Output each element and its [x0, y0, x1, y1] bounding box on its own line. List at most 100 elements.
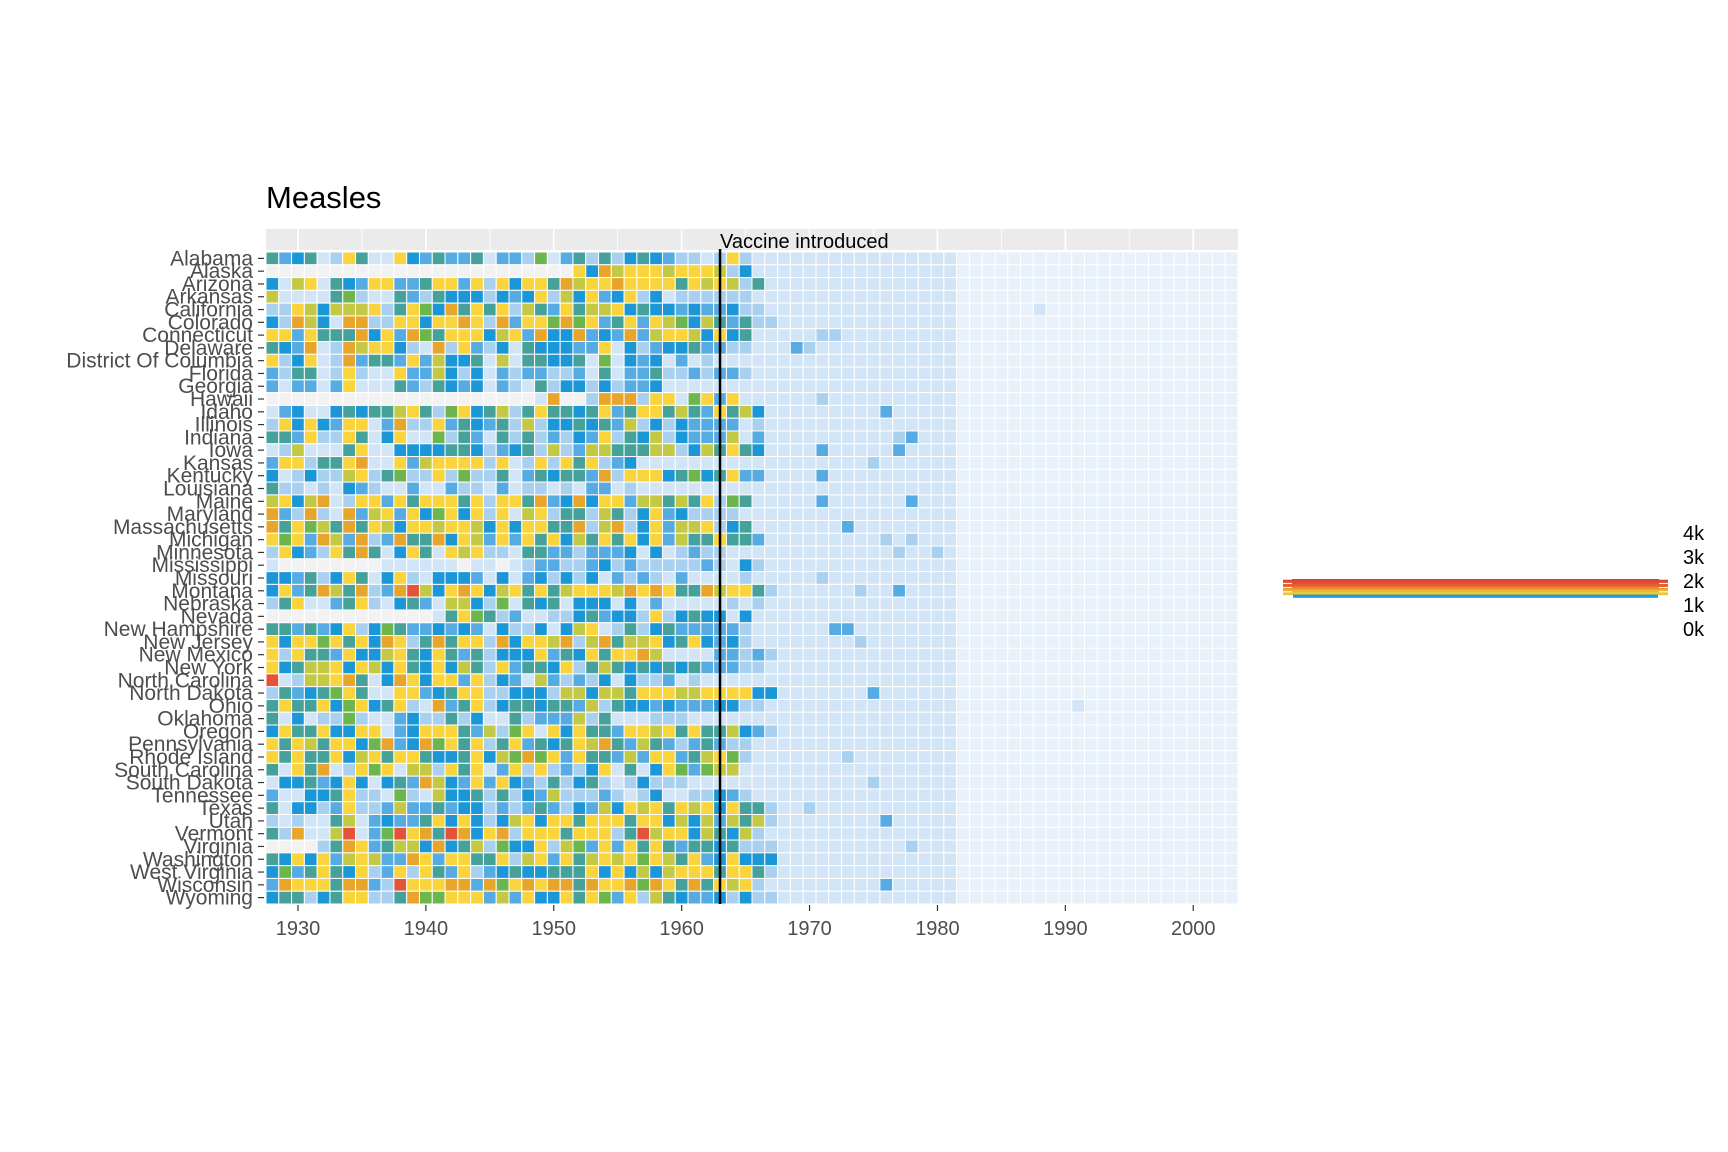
- heatmap-cell: [751, 277, 766, 291]
- heatmap-cell: [1058, 430, 1073, 445]
- heatmap-cell: [521, 788, 536, 803]
- heatmap-cell: [508, 775, 523, 790]
- heatmap-cell: [546, 456, 561, 470]
- heatmap-cell: [598, 315, 612, 330]
- heatmap-cell: [278, 622, 293, 637]
- heatmap-cell: [751, 494, 766, 509]
- heatmap-cell: [495, 583, 510, 598]
- heatmap-cell: [1045, 635, 1060, 649]
- heatmap-cell: [329, 622, 344, 637]
- heatmap-cell: [610, 750, 625, 764]
- heatmap-cell: [687, 302, 702, 317]
- heatmap-cell: [1084, 315, 1098, 330]
- heatmap-cell: [355, 558, 369, 573]
- heatmap-cell: [431, 814, 446, 828]
- heatmap-cell: [789, 494, 804, 509]
- heatmap-cell: [815, 289, 830, 304]
- x-tick-label: 1970: [787, 918, 832, 940]
- heatmap-cell: [1096, 456, 1111, 470]
- heatmap-cell: [278, 686, 293, 700]
- heatmap-cell: [1160, 481, 1175, 496]
- heatmap-cell: [559, 251, 574, 266]
- heatmap-cell: [495, 647, 510, 662]
- heatmap-cell: [610, 814, 625, 828]
- heatmap-cell: [1096, 890, 1111, 905]
- heatmap-cell: [879, 711, 894, 726]
- heatmap-cell: [610, 724, 625, 739]
- heatmap-cell: [303, 852, 318, 867]
- heatmap-cell: [1160, 750, 1175, 764]
- heatmap-cell: [1096, 596, 1111, 611]
- heatmap-cell: [598, 711, 612, 726]
- heatmap-cell: [1135, 788, 1149, 803]
- y-tick-label: Rhode Island: [129, 746, 253, 769]
- heatmap-cell: [355, 583, 369, 598]
- heatmap-cell: [418, 839, 433, 854]
- heatmap-cell: [1096, 750, 1111, 764]
- heatmap-cell: [956, 814, 970, 828]
- heatmap-cell: [751, 340, 766, 355]
- heatmap-cell: [725, 877, 740, 892]
- heatmap-cell: [303, 519, 318, 534]
- heatmap-cell: [1045, 340, 1060, 355]
- heatmap-cell: [1122, 635, 1137, 649]
- heatmap-cell: [1224, 417, 1239, 432]
- heatmap-cell: [1109, 750, 1124, 764]
- heatmap-cell: [482, 673, 497, 688]
- heatmap-cell: [610, 417, 625, 432]
- heatmap-cell: [764, 724, 779, 739]
- heatmap-cell: [278, 468, 293, 483]
- heatmap-cell: [751, 877, 766, 892]
- heatmap-cell: [1211, 289, 1226, 304]
- heatmap-cell: [1109, 826, 1124, 841]
- heatmap-cell: [751, 647, 766, 662]
- heatmap-cell: [789, 762, 804, 777]
- heatmap-cell: [610, 571, 625, 585]
- heatmap-cell: [930, 443, 945, 458]
- heatmap-cell: [764, 532, 779, 547]
- heatmap-cell: [534, 686, 548, 700]
- heatmap-cell: [457, 519, 472, 534]
- heatmap-cell: [674, 404, 689, 419]
- heatmap-cell: [661, 558, 676, 573]
- heatmap-cell: [751, 302, 766, 317]
- heatmap-cell: [815, 814, 830, 828]
- heatmap-cell: [956, 839, 970, 854]
- heatmap-cell: [610, 456, 625, 470]
- heatmap-cell: [406, 558, 420, 573]
- heatmap-cell: [751, 558, 766, 573]
- y-tick-label: Wisconsin: [157, 874, 253, 897]
- heatmap-cell: [968, 456, 983, 470]
- heatmap-cell: [278, 647, 293, 662]
- heatmap-cell: [367, 532, 382, 547]
- heatmap-cell: [700, 724, 715, 739]
- heatmap-cell: [265, 545, 280, 560]
- heatmap-cell: [278, 289, 293, 304]
- heatmap-cell: [981, 698, 996, 713]
- heatmap-cell: [623, 443, 638, 458]
- heatmap-cell: [968, 801, 983, 816]
- heatmap-cell: [559, 558, 574, 573]
- heatmap-cell: [636, 481, 651, 496]
- heatmap-cell: [598, 532, 612, 547]
- heatmap-cell: [841, 826, 855, 841]
- heatmap-cell: [1096, 826, 1111, 841]
- heatmap-cell: [431, 404, 446, 419]
- heatmap-cell: [828, 404, 843, 419]
- heatmap-cell: [355, 647, 369, 662]
- heatmap-cell: [661, 571, 676, 585]
- heatmap-cell: [777, 826, 791, 841]
- heatmap-cell: [815, 481, 830, 496]
- heatmap-cell: [904, 852, 919, 867]
- heatmap-cell: [777, 289, 791, 304]
- heatmap-cell: [661, 724, 676, 739]
- heatmap-cell: [1211, 814, 1226, 828]
- heatmap-cell: [956, 532, 970, 547]
- heatmap-cell: [534, 801, 548, 816]
- heatmap-cell: [521, 571, 536, 585]
- heatmap-cell: [559, 635, 574, 649]
- heatmap-cell: [1032, 264, 1047, 279]
- heatmap-cell: [738, 558, 753, 573]
- heatmap-cell: [1186, 801, 1201, 816]
- heatmap-cell: [789, 852, 804, 867]
